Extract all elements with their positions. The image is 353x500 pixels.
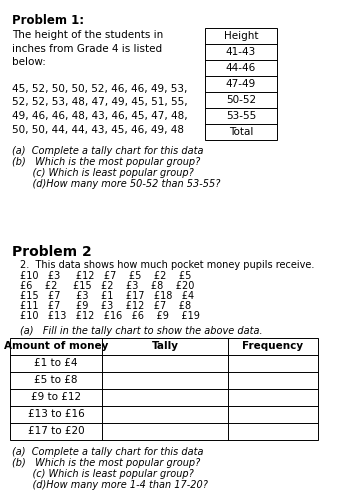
Text: below:: below:	[12, 57, 46, 67]
Text: 45, 52, 50, 50, 52, 46, 46, 49, 53,: 45, 52, 50, 50, 52, 46, 46, 49, 53,	[12, 84, 187, 94]
Text: (b)   Which is the most popular group?: (b) Which is the most popular group?	[12, 157, 200, 167]
Text: £5 to £8: £5 to £8	[34, 375, 78, 385]
Text: (c) Which is least popular group?: (c) Which is least popular group?	[20, 168, 194, 178]
Text: Tally: Tally	[151, 341, 179, 351]
Text: £9 to £12: £9 to £12	[31, 392, 81, 402]
Text: £13 to £16: £13 to £16	[28, 409, 84, 419]
Text: 49, 46, 46, 48, 43, 46, 45, 47, 48,: 49, 46, 46, 48, 43, 46, 45, 47, 48,	[12, 111, 188, 121]
Text: (b)   Which is the most popular group?: (b) Which is the most popular group?	[12, 458, 200, 468]
Text: (a)  Complete a tally chart for this data: (a) Complete a tally chart for this data	[12, 447, 203, 457]
Text: Problem 1:: Problem 1:	[12, 14, 84, 27]
Text: £10   £3     £12   £7    £5    £2    £5: £10 £3 £12 £7 £5 £2 £5	[20, 271, 191, 281]
Text: (c) Which is least popular group?: (c) Which is least popular group?	[20, 469, 194, 479]
Text: Height: Height	[224, 31, 258, 41]
Text: 2.  This data shows how much pocket money pupils receive.: 2. This data shows how much pocket money…	[20, 260, 315, 270]
Text: £6    £2     £15   £2    £3    £8    £20: £6 £2 £15 £2 £3 £8 £20	[20, 281, 195, 291]
Text: 41-43: 41-43	[226, 47, 256, 57]
Text: Problem 2: Problem 2	[12, 245, 92, 259]
Text: £11   £7     £9    £3    £12   £7    £8: £11 £7 £9 £3 £12 £7 £8	[20, 301, 191, 311]
Text: (a)  Complete a tally chart for this data: (a) Complete a tally chart for this data	[12, 146, 203, 156]
Text: Total: Total	[229, 127, 253, 137]
Text: 50-52: 50-52	[226, 95, 256, 105]
Text: The height of the students in: The height of the students in	[12, 30, 163, 40]
Text: 52, 52, 53, 48, 47, 49, 45, 51, 55,: 52, 52, 53, 48, 47, 49, 45, 51, 55,	[12, 98, 188, 108]
Text: (d)How many more 50-52 than 53-55?: (d)How many more 50-52 than 53-55?	[20, 179, 220, 189]
Text: (a)   Fill in the tally chart to show the above data.: (a) Fill in the tally chart to show the …	[20, 326, 263, 336]
Text: £10   £13   £12   £16   £6    £9    £19: £10 £13 £12 £16 £6 £9 £19	[20, 311, 200, 321]
Text: 47-49: 47-49	[226, 79, 256, 89]
Text: 50, 50, 44, 44, 43, 45, 46, 49, 48: 50, 50, 44, 44, 43, 45, 46, 49, 48	[12, 124, 184, 134]
Text: £17 to £20: £17 to £20	[28, 426, 84, 436]
Text: 53-55: 53-55	[226, 111, 256, 121]
Text: 44-46: 44-46	[226, 63, 256, 73]
Text: Frequency: Frequency	[243, 341, 304, 351]
Text: (d)How many more 1-4 than 17-20?: (d)How many more 1-4 than 17-20?	[20, 480, 208, 490]
Text: Amount of money: Amount of money	[4, 341, 108, 351]
Text: inches from Grade 4 is listed: inches from Grade 4 is listed	[12, 44, 162, 54]
Text: £15   £7     £3    £1    £17   £18   £4: £15 £7 £3 £1 £17 £18 £4	[20, 291, 194, 301]
Text: £1 to £4: £1 to £4	[34, 358, 78, 368]
Bar	[10, 338, 318, 440]
Bar	[205, 28, 277, 140]
